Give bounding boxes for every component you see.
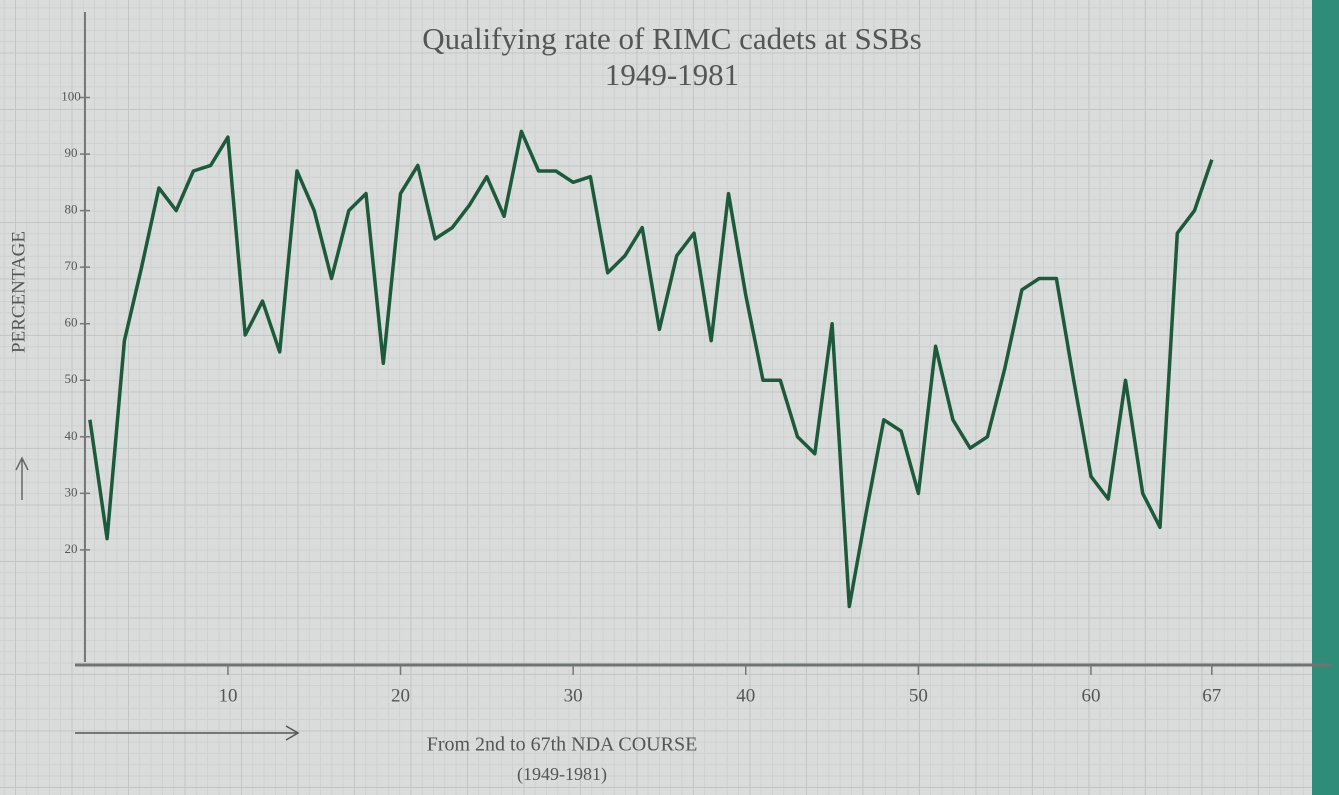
x-tick-label: 50 — [909, 685, 928, 706]
y-tick-label: 100 — [61, 88, 81, 103]
chart-subtitle: 1949-1981 — [605, 57, 739, 92]
x-tick-label: 30 — [564, 685, 583, 706]
y-tick-label: 90 — [65, 145, 78, 160]
y-tick-label: 40 — [65, 428, 78, 443]
y-tick-label: 60 — [65, 315, 78, 330]
x-tick-label: 40 — [736, 685, 755, 706]
y-tick-label: 70 — [65, 258, 78, 273]
data-line — [90, 131, 1212, 606]
x-axis-sublabel: (1949-1981) — [517, 764, 607, 785]
chart: Qualifying rate of RIMC cadets at SSBs 1… — [0, 0, 1339, 795]
x-tick-label: 60 — [1081, 685, 1100, 706]
x-tick-label: 67 — [1202, 685, 1221, 706]
chart-title: Qualifying rate of RIMC cadets at SSBs — [422, 21, 921, 56]
y-tick-label: 20 — [65, 541, 78, 556]
y-axis-label: PERCENTAGE — [8, 231, 29, 353]
x-tick-label: 20 — [391, 685, 410, 706]
y-tick-label: 80 — [65, 202, 78, 217]
y-tick-label: 50 — [65, 371, 78, 386]
y-tick-label: 30 — [65, 484, 78, 499]
x-tick-label: 10 — [218, 685, 237, 706]
page: Qualifying rate of RIMC cadets at SSBs 1… — [0, 0, 1339, 795]
x-axis-label: From 2nd to 67th NDA COURSE — [427, 734, 698, 756]
